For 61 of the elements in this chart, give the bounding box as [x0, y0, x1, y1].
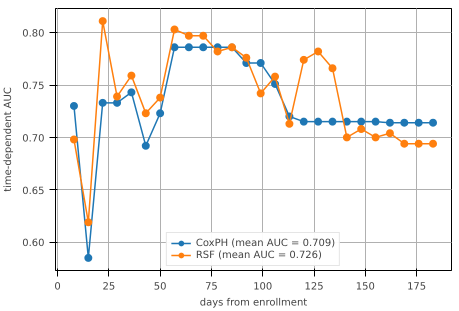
point	[170, 25, 179, 34]
point	[429, 118, 438, 127]
point	[328, 64, 336, 72]
point	[98, 17, 107, 26]
x-tick-label: 25	[102, 282, 116, 292]
x-axis-title: days from enrollment	[200, 298, 308, 308]
x-tick-label: 0	[54, 282, 61, 292]
point	[256, 89, 265, 98]
point	[372, 133, 380, 142]
point	[84, 218, 92, 226]
point	[386, 118, 394, 127]
point	[184, 43, 193, 52]
point	[70, 102, 78, 110]
point	[199, 43, 208, 52]
point	[314, 118, 322, 126]
point	[414, 118, 423, 127]
x-tick-label: 150	[356, 282, 375, 292]
point	[184, 32, 193, 40]
point	[142, 142, 150, 150]
y-tick-label: 0.75	[22, 81, 44, 92]
point	[314, 47, 322, 56]
legend-label: RSF (mean AUC = 0.726)	[196, 249, 322, 261]
legend-label: CoxPH (mean AUC = 0.709)	[196, 237, 336, 249]
x-tick-label: 75	[205, 282, 218, 292]
point	[214, 47, 222, 56]
x-tick-label: 100	[253, 282, 272, 292]
point	[199, 32, 208, 40]
point	[342, 133, 351, 142]
point	[357, 125, 366, 134]
point	[98, 98, 107, 107]
point	[256, 59, 265, 67]
point	[70, 136, 78, 144]
y-tick-label: 0.70	[22, 133, 44, 144]
point	[127, 88, 136, 96]
point	[156, 109, 164, 118]
point	[300, 118, 308, 126]
y-tick-label: 0.60	[22, 238, 44, 250]
point	[328, 118, 336, 126]
point	[242, 54, 250, 62]
point	[300, 56, 308, 64]
point	[84, 254, 92, 262]
point	[271, 72, 280, 81]
point	[285, 120, 294, 128]
point	[156, 94, 164, 102]
x-tick-label: 175	[407, 282, 426, 292]
point	[127, 72, 136, 80]
point	[400, 140, 408, 148]
point	[386, 129, 394, 138]
y-tick-label: 0.65	[22, 186, 44, 197]
point	[113, 92, 122, 101]
x-tick-label: 50	[154, 282, 167, 292]
point	[429, 140, 438, 148]
point	[170, 43, 179, 52]
point	[142, 109, 150, 118]
y-tick-label: 0.80	[22, 28, 44, 40]
point	[357, 118, 366, 126]
y-axis-title: time-dependent AUC	[3, 87, 14, 192]
point	[414, 140, 423, 148]
point	[400, 118, 408, 127]
point	[372, 118, 380, 126]
x-tick-label: 125	[304, 282, 324, 292]
